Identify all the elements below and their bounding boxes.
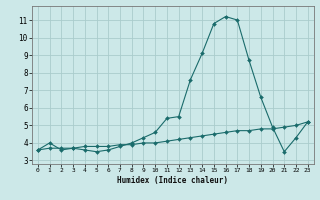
X-axis label: Humidex (Indice chaleur): Humidex (Indice chaleur)	[117, 176, 228, 185]
